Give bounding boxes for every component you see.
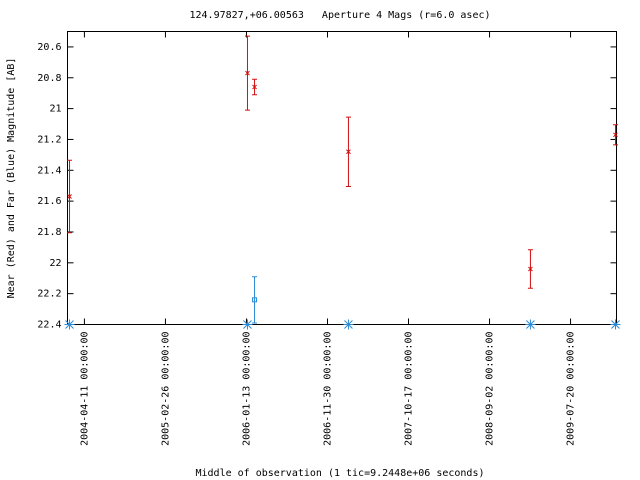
x-axis-label: Middle of observation (1 tic=9.2448e+06 …	[196, 468, 485, 479]
x-tick-label: 2004-04-11 00:00:00	[79, 332, 90, 446]
point	[64, 319, 75, 330]
y-tick-label: 21.6	[37, 196, 61, 207]
y-tick-label: 22.4	[37, 320, 61, 331]
y-tick-label: 21	[49, 104, 61, 115]
y-tick-label: 21.4	[37, 165, 61, 176]
point	[343, 319, 354, 330]
point	[610, 319, 621, 330]
x-tick-label: 2006-01-13 00:00:00	[241, 332, 252, 446]
error-bar	[252, 276, 258, 324]
y-tick-label: 22.2	[37, 289, 61, 300]
chart-title: 124.97827,+06.00563 Aperture 4 Mags (r=6…	[189, 10, 490, 21]
point	[613, 132, 618, 138]
x-tick-label: 2008-09-02 00:00:00	[485, 332, 496, 446]
x-tick-label: 2006-11-30 00:00:00	[322, 332, 333, 446]
x-tick-label: 2009-07-20 00:00:00	[566, 332, 577, 446]
point	[525, 319, 536, 330]
y-tick-label: 20.6	[37, 42, 61, 53]
point	[346, 149, 351, 155]
y-tick-label: 21.8	[37, 227, 61, 238]
point	[245, 70, 250, 76]
y-tick-label: 22	[49, 258, 61, 269]
point	[252, 297, 258, 303]
y-tick-label: 21.2	[37, 134, 61, 145]
point	[252, 84, 257, 90]
y-axis-label: Near (Red) and Far (Blue) Magnitude [AB]	[6, 58, 17, 299]
point	[528, 266, 533, 272]
x-tick-label: 2005-02-26 00:00:00	[160, 332, 171, 446]
y-tick-label: 20.8	[37, 73, 61, 84]
x-tick-label: 2007-10-17 00:00:00	[404, 332, 415, 446]
plot-frame	[67, 31, 617, 325]
point	[67, 194, 72, 199]
point	[242, 319, 253, 330]
